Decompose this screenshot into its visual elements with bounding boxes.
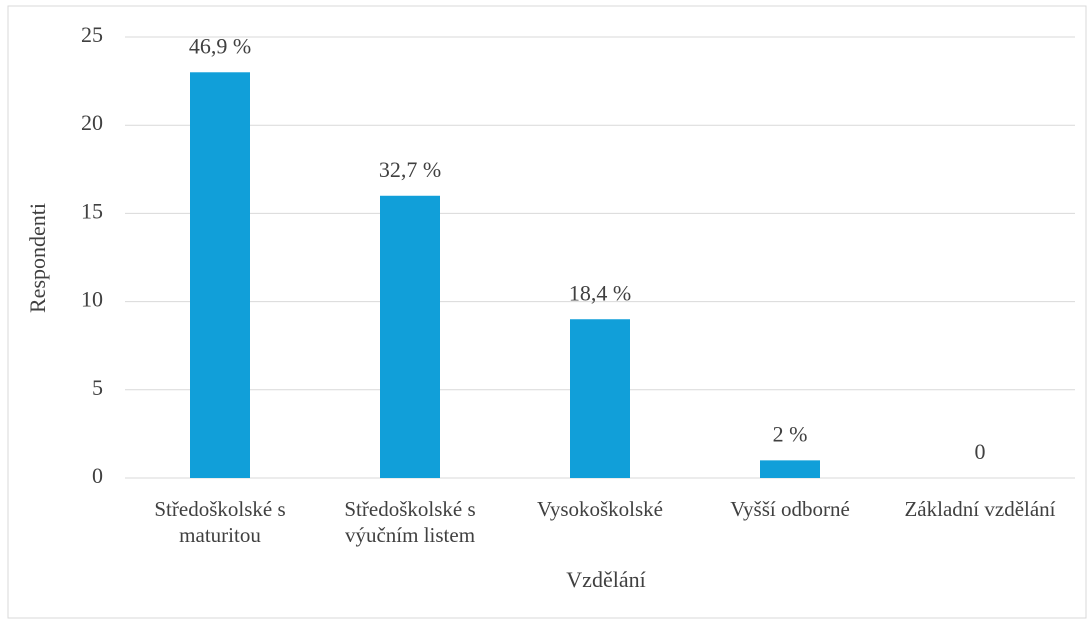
x-tick-label: Vyšší odborné bbox=[730, 497, 850, 521]
y-tick-label: 5 bbox=[92, 375, 103, 400]
chart-border bbox=[7, 5, 1087, 619]
data-label: 46,9 % bbox=[189, 33, 251, 58]
bar bbox=[380, 195, 440, 478]
data-label: 32,7 % bbox=[379, 157, 441, 182]
data-label: 2 % bbox=[773, 421, 808, 446]
bar bbox=[190, 72, 250, 478]
data-label: 0 bbox=[975, 439, 986, 464]
x-axis-title: Vzdělání bbox=[566, 567, 645, 592]
x-tick-label: Vysokoškolské bbox=[536, 497, 663, 521]
y-tick-label: 25 bbox=[81, 22, 103, 47]
y-tick-label: 15 bbox=[81, 198, 103, 223]
x-tick-label: Středoškolské s maturitou bbox=[154, 497, 286, 547]
x-tick-label: Základní vzdělání bbox=[904, 497, 1056, 521]
bar bbox=[760, 460, 820, 478]
y-tick-label: 20 bbox=[81, 110, 103, 135]
y-axis-title: Respondenti bbox=[25, 203, 50, 313]
y-tick-label: 10 bbox=[81, 287, 103, 312]
data-label: 18,4 % bbox=[569, 280, 631, 305]
y-tick-label: 0 bbox=[92, 463, 103, 488]
x-tick-label: Středoškolské s výučním listem bbox=[344, 497, 476, 547]
bar bbox=[570, 319, 630, 478]
